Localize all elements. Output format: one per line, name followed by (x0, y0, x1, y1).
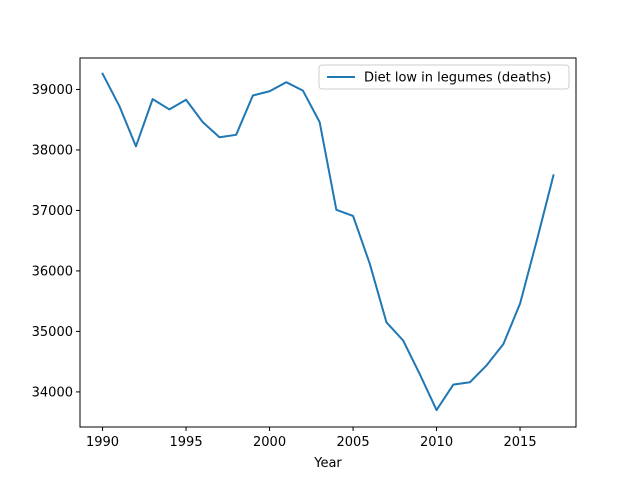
x-axis: 1990 1995 2000 2005 2010 2015 (86, 427, 537, 450)
x-tick-label: 2000 (253, 435, 286, 450)
y-tick-label: 38000 (32, 143, 73, 158)
y-axis: 34000 35000 36000 37000 38000 39000 (32, 83, 80, 400)
legend-box (318, 64, 570, 90)
x-tick-label: 2010 (420, 435, 453, 450)
y-tick-label: 34000 (32, 385, 73, 400)
y-tick-label: 36000 (32, 264, 73, 279)
x-axis-label: Year (313, 456, 342, 471)
y-tick-label: 35000 (32, 325, 73, 340)
legend-label: Diet low in legumes (deaths) (364, 71, 551, 86)
x-tick-label: 2005 (337, 435, 370, 450)
y-tick-label: 39000 (32, 83, 73, 98)
x-tick-label: 1995 (170, 435, 203, 450)
x-tick-label: 1990 (86, 435, 119, 450)
x-tick-label: 2015 (504, 435, 537, 450)
series-line (101, 72, 555, 412)
axes-frame (79, 57, 577, 428)
series-layer (101, 72, 555, 412)
legend: Diet low in legumes (deaths) (318, 64, 570, 90)
y-tick-label: 37000 (32, 204, 73, 219)
